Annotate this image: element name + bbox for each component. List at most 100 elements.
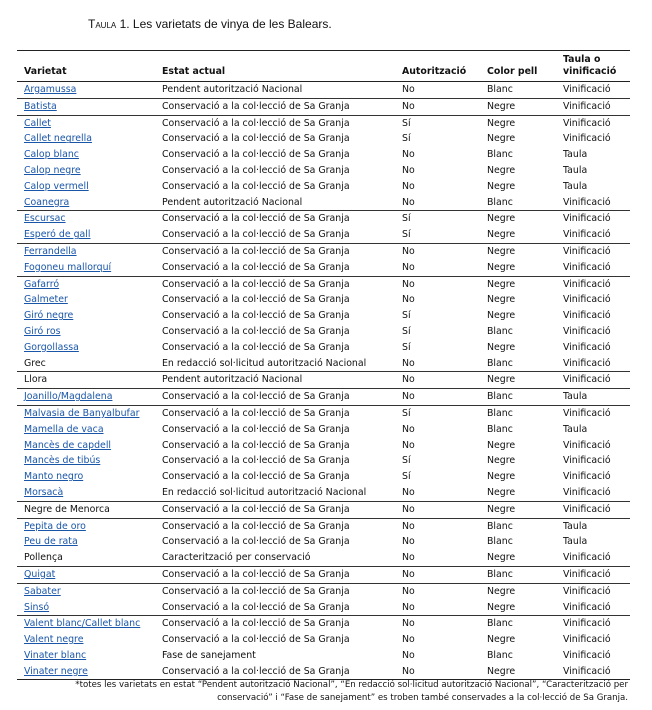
- variety-link[interactable]: Valent negre: [24, 634, 84, 646]
- table-cell: Blanc: [487, 536, 513, 548]
- table-cell: Negre: [480, 97, 556, 116]
- table-cell: Calop negre: [17, 163, 155, 179]
- table-cell: Vinificació: [556, 615, 630, 633]
- variety-link[interactable]: Giró ros: [24, 325, 61, 337]
- table-row: Joanillo/Magdalena Conservació a la col·l…: [17, 388, 630, 406]
- variety-link[interactable]: Sinsó: [24, 601, 50, 613]
- table-row: Sinsó Conservació a la col·lecció de Sa G…: [17, 600, 630, 616]
- variety-link[interactable]: Quigat: [24, 568, 56, 580]
- variety-link[interactable]: Peu de rata: [24, 536, 78, 548]
- variety-link[interactable]: Calop negre: [24, 164, 81, 176]
- variety-link[interactable]: Callet: [24, 117, 51, 129]
- variety-link[interactable]: Ferrandella: [24, 245, 77, 257]
- table-row: Vinater blanc Fase de sanejament No Blanc Vi…: [17, 648, 630, 664]
- table-cell: Pendent autorització Nacional: [162, 196, 303, 208]
- table-cell: Negre: [487, 486, 516, 498]
- table-cell: Conservació a la col·lecció de Sa Granja: [155, 210, 395, 228]
- table-row: Mancès de tibús Conservació a la col·lecc…: [17, 453, 630, 469]
- table-cell: Gafarró: [17, 275, 155, 293]
- table-cell: Batista: [17, 97, 155, 116]
- variety-link[interactable]: Mancès de tibús: [24, 455, 101, 467]
- variety-link[interactable]: Fogoneu mallorquí: [24, 261, 112, 273]
- table-cell: Conservació a la col·lecció de Sa Granja: [155, 114, 395, 132]
- table-cell: Blanc: [480, 517, 556, 535]
- table-row: Giró negre Conservació a la col·lecció de…: [17, 308, 630, 324]
- title-text: Les varietats de vinya de les Balears.: [132, 17, 332, 31]
- variety-link[interactable]: Malvasia de Banyalbufar: [24, 407, 140, 419]
- table-cell: Fase de sanejament: [162, 649, 256, 661]
- table-cell: Negre: [480, 371, 556, 389]
- table-cell: Blanc: [487, 423, 513, 435]
- table-cell: Vinificació: [563, 261, 611, 273]
- variety-link[interactable]: Callet negrella: [24, 133, 92, 145]
- table-cell: Conservació a la col·lecció de Sa Granja: [162, 455, 350, 467]
- table-cell: Conservació a la col·lecció de Sa Granja: [155, 615, 395, 633]
- table-cell: Blanc: [480, 388, 556, 406]
- table-cell: No: [402, 261, 415, 273]
- variety-link[interactable]: Batista: [24, 100, 57, 112]
- variety-link[interactable]: Joanillo/Magdalena: [24, 391, 113, 403]
- table-cell: Negre: [487, 455, 516, 467]
- table-cell: Negre: [487, 439, 516, 451]
- table-body: Argamussa Pendent autorització Nacional No…: [17, 82, 630, 681]
- variety-link[interactable]: Mancès de capdell: [24, 439, 112, 451]
- table-row: Mancès de capdell Conservació a la col·le…: [17, 438, 630, 454]
- table-cell: Manto negro: [17, 469, 155, 485]
- table-cell: Vinificació: [563, 486, 611, 498]
- table-cell: Negre: [487, 133, 516, 145]
- table-cell: Sí: [402, 471, 411, 483]
- table-cell: Argamussa: [17, 82, 155, 99]
- table-cell: No: [402, 149, 415, 161]
- table-cell: Conservació a la col·lecció de Sa Granja: [162, 325, 350, 337]
- variety-link[interactable]: Mamella de vaca: [24, 423, 104, 435]
- variety-link[interactable]: Calop vermell: [24, 180, 89, 192]
- variety-link[interactable]: Morsacà: [24, 486, 64, 498]
- table-cell: Conservació a la col·lecció de Sa Granja: [162, 180, 350, 192]
- variety-link[interactable]: Calop blanc: [24, 149, 79, 161]
- variety-link[interactable]: Argamussa: [24, 84, 77, 95]
- variety-link[interactable]: Sabater: [24, 585, 61, 597]
- table-cell: Escursac: [17, 210, 155, 228]
- table-cell: Negre: [480, 663, 556, 681]
- table-cell: Conservació a la col·lecció de Sa Granja: [155, 97, 395, 116]
- variety-link[interactable]: Gafarró: [24, 278, 60, 290]
- variety-link[interactable]: Vinater blanc: [24, 649, 87, 661]
- table-cell: Sí: [395, 210, 480, 228]
- table-cell: No: [402, 84, 415, 95]
- table-cell: Blanc: [480, 615, 556, 633]
- variety-link[interactable]: Pepita de oro: [24, 520, 86, 532]
- table-row: Callet negrella Conservació a la col·lecc…: [17, 131, 630, 147]
- table-cell: Negre: [480, 500, 556, 519]
- table-cell: Vinificació: [556, 663, 630, 681]
- variety-link[interactable]: Valent blanc/Callet blanc: [24, 618, 141, 630]
- table-cell: Conservació a la col·lecció de Sa Granja: [162, 229, 350, 241]
- table-cell: Conservació a la col·lecció de Sa Granja: [155, 388, 395, 406]
- table-cell: Conservació a la col·lecció de Sa Granja: [162, 149, 350, 161]
- table-cell: Grec: [24, 357, 46, 369]
- variety-link[interactable]: Manto negro: [24, 471, 84, 483]
- table-cell: Peu de rata: [17, 534, 155, 550]
- variety-link[interactable]: Gorgollassa: [24, 341, 79, 353]
- table-cell: Vinificació: [556, 114, 630, 132]
- table-cell: Vinificació: [563, 84, 611, 95]
- table-cell: Vinificació: [563, 196, 611, 208]
- table-cell: No: [395, 371, 480, 389]
- variety-link[interactable]: Giró negre: [24, 310, 74, 322]
- table-cell: Blanc: [480, 404, 556, 422]
- table-row: Coanegra Pendent autorització Nacional No B…: [17, 195, 630, 211]
- table-cell: Quigat: [17, 565, 155, 584]
- variety-link[interactable]: Coanegra: [24, 196, 70, 208]
- variety-link[interactable]: Galmeter: [24, 294, 68, 306]
- variety-link[interactable]: Escursac: [24, 213, 66, 225]
- table-cell: Negre: [487, 229, 516, 241]
- table-cell: No: [395, 565, 480, 584]
- column-header: Color pell: [480, 50, 556, 82]
- table-cell: Sí: [402, 310, 411, 322]
- table-cell: Gorgollassa: [17, 340, 155, 356]
- variety-link[interactable]: Vinater negre: [24, 665, 88, 677]
- variety-link[interactable]: Esperó de gall: [24, 229, 91, 241]
- table-cell: Negre: [487, 294, 516, 306]
- table-cell: Conservació a la col·lecció de Sa Granja: [155, 517, 395, 535]
- table-cell: Blanc: [487, 149, 513, 161]
- table-cell: Vinificació: [563, 471, 611, 483]
